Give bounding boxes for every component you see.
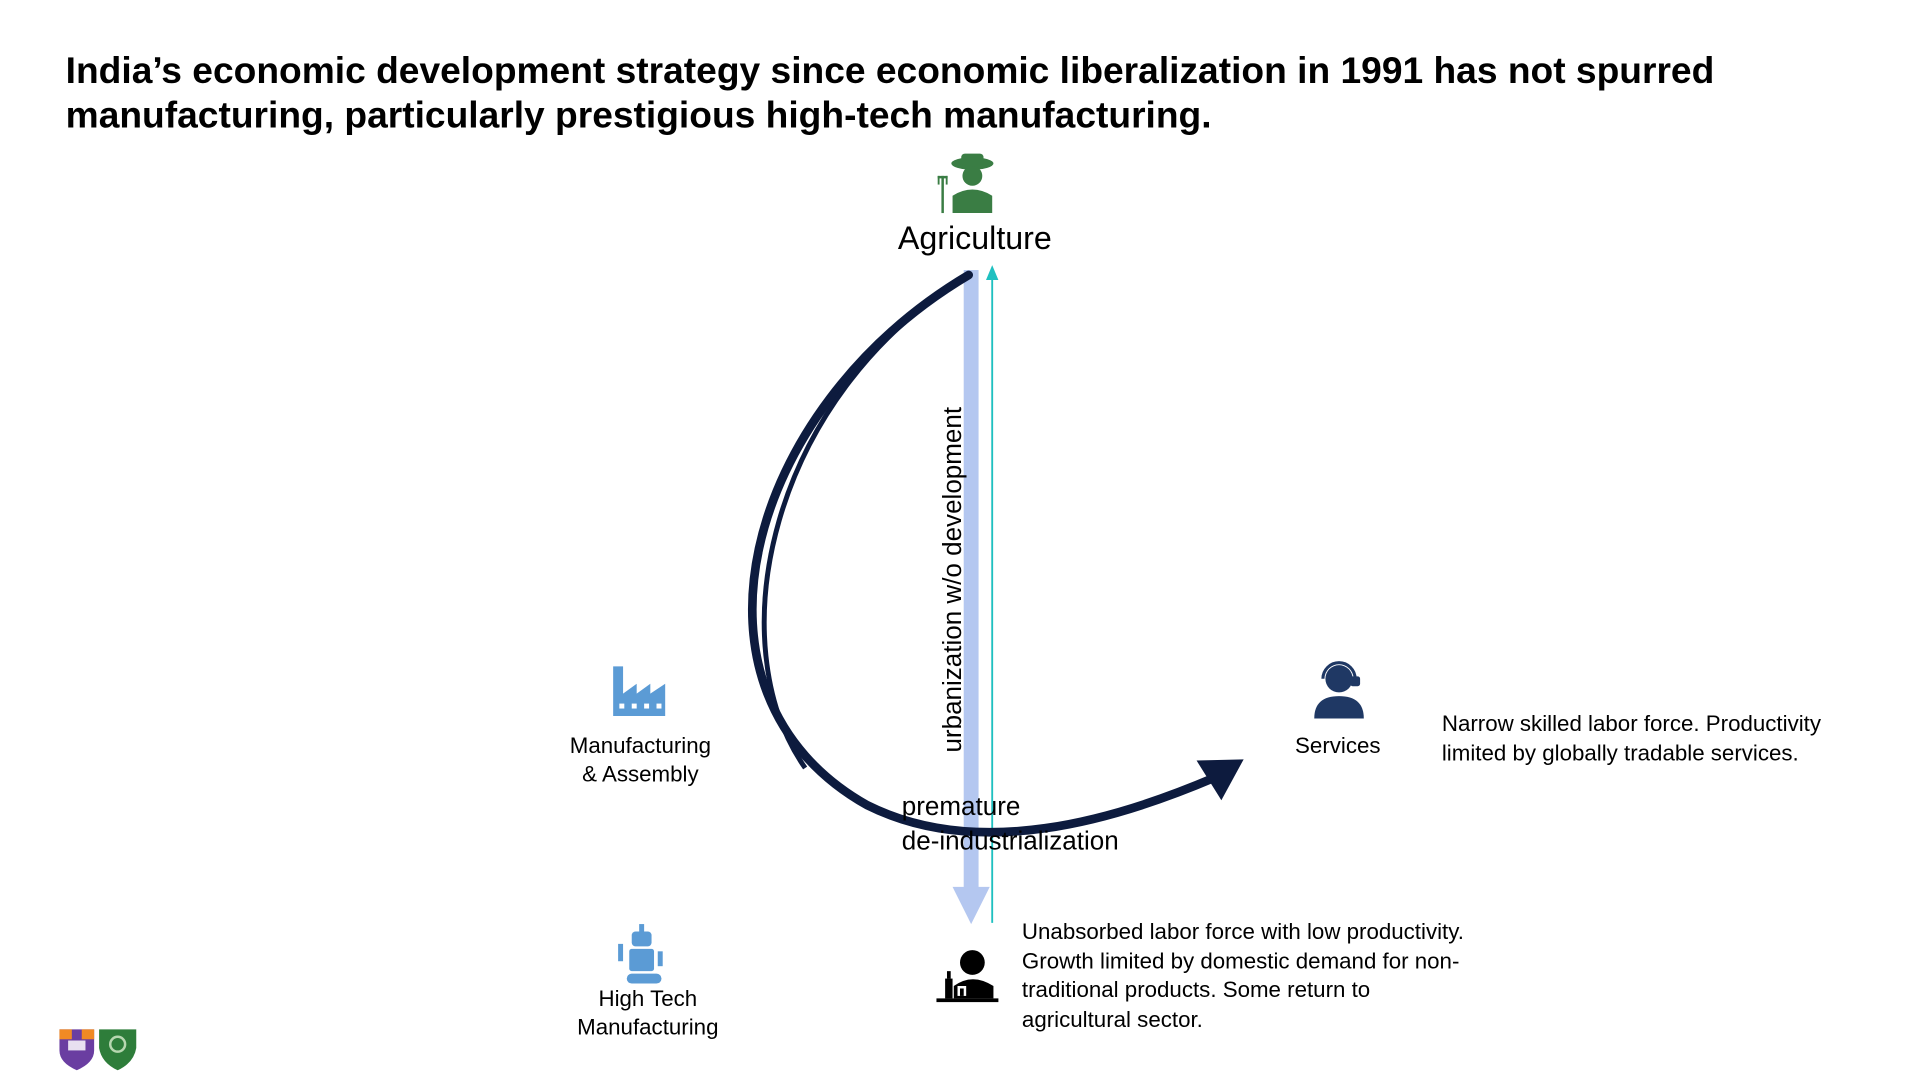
services-note: Narrow skilled labor force. Productivity…	[1442, 710, 1888, 768]
high-tech-label-line1: High Tech	[598, 986, 698, 1011]
deindustrialization-label: premature de-industrialization	[902, 790, 1119, 859]
deindustrialization-line2: de-industrialization	[901, 827, 1119, 856]
services-note-line: limited by globally tradable services.	[1441, 740, 1799, 765]
agriculture-label: Agriculture	[897, 219, 1052, 257]
urbanization-arrow-shaft	[963, 270, 979, 890]
waiter-icon	[936, 950, 999, 1003]
services-label: Services	[1295, 733, 1381, 759]
disce-logo	[59, 1029, 95, 1071]
farmer-icon	[937, 153, 994, 214]
deindustrialization-curve	[747, 270, 1219, 837]
manufacturing-label-line2: & Assembly	[582, 761, 699, 787]
curve-arrow-head	[1196, 759, 1244, 801]
informal-note: Unabsorbed labor force with low producti…	[1022, 918, 1542, 1034]
services-note-line: Narrow skilled labor force. Productivity	[1441, 711, 1822, 736]
manufacturing-label: Manufacturing & Assembly	[541, 732, 739, 789]
informal-note-line: agricultural sector.	[1021, 1006, 1203, 1032]
informal-note-line: Unabsorbed labor force with low producti…	[1021, 919, 1464, 944]
return-arrow-head	[986, 265, 999, 280]
informal-note-line: traditional products. Some return to	[1021, 977, 1371, 1003]
high-tech-label: High Tech Manufacturing	[549, 985, 747, 1042]
slide-title: India’s economic development strategy si…	[65, 50, 1715, 137]
call-center-agent-icon	[1314, 661, 1364, 719]
crest-logo	[99, 1029, 137, 1071]
urbanization-label: urbanization w/o development	[938, 406, 968, 753]
urbanization-arrow-head	[952, 886, 990, 925]
high-tech-label-line2: Manufacturing	[577, 1014, 719, 1040]
informal-note-line: Growth limited by domestic demand for no…	[1021, 948, 1460, 973]
robot-icon	[618, 924, 663, 984]
factory-icon	[613, 666, 666, 716]
curve-taper	[761, 272, 970, 770]
deindustrialization-line1: premature	[901, 792, 1021, 822]
manufacturing-label-line1: Manufacturing	[569, 733, 712, 759]
